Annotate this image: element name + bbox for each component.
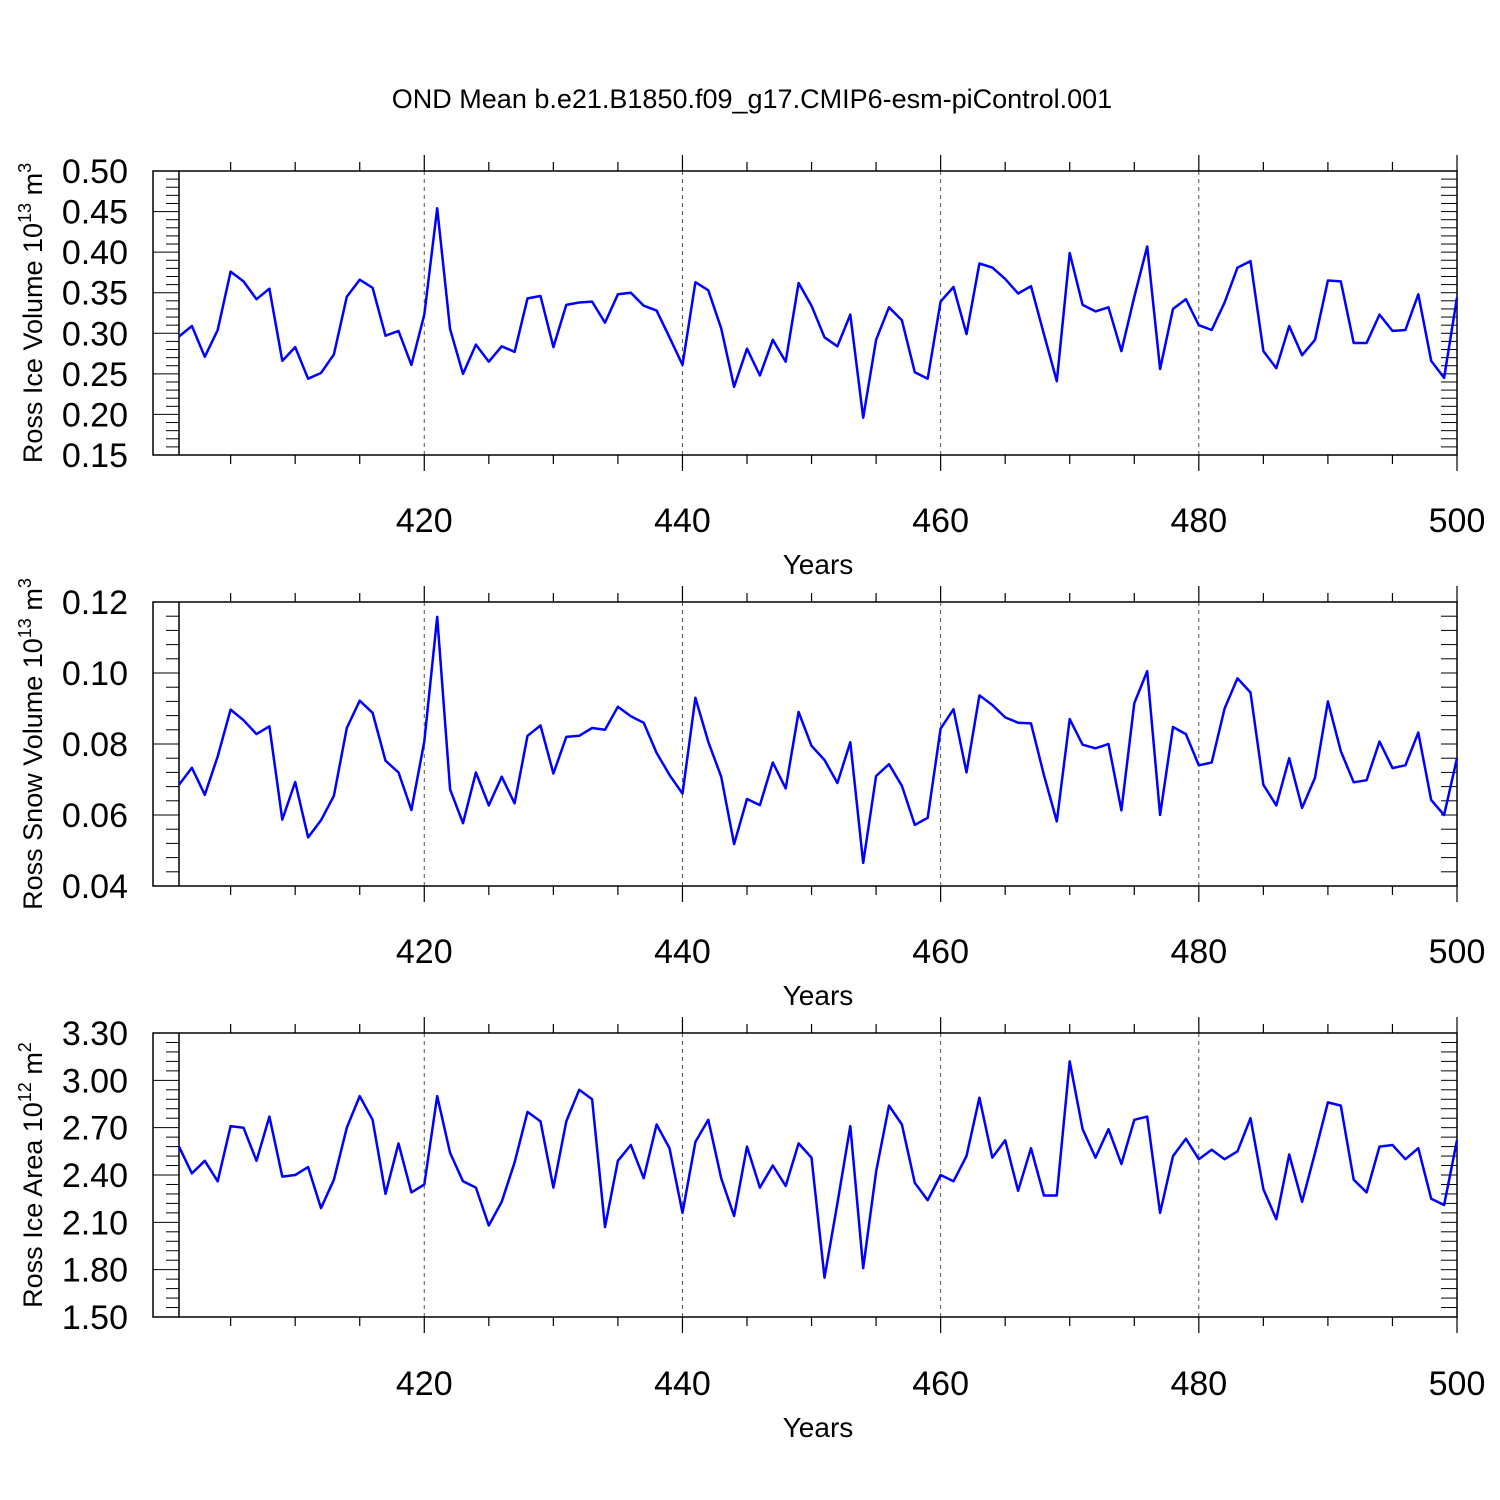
y-tick-label: 0.06 — [62, 797, 128, 835]
y-tick-label: 0.40 — [62, 234, 128, 272]
x-tick-label: 420 — [396, 1365, 453, 1403]
plot-frame — [152, 170, 1458, 456]
y-tick-label: 0.08 — [62, 726, 128, 764]
x-tick-label: 500 — [1429, 1365, 1486, 1403]
y-label-text: Ross Ice Volume 10 — [18, 223, 48, 463]
series-line — [178, 615, 1459, 865]
x-tick-label: 500 — [1429, 502, 1486, 540]
plot-frame — [152, 601, 1458, 887]
x-axis-label: Years — [783, 1412, 854, 1443]
y-label-unit: m — [18, 588, 48, 618]
y-tick-label: 2.40 — [62, 1157, 128, 1195]
series-line — [178, 207, 1459, 419]
y-tick-label: 0.20 — [62, 396, 128, 434]
x-tick-label: 440 — [654, 502, 711, 540]
x-tick-label: 500 — [1429, 933, 1486, 971]
y-tick-label: 0.30 — [62, 315, 128, 353]
y-label-text: Ross Ice Area 10 — [18, 1102, 48, 1308]
y-axis-label: Ross Snow Volume 1013 m3 — [15, 578, 48, 910]
y-tick-label: 2.70 — [62, 1110, 128, 1148]
series-line — [177, 1060, 1459, 1279]
y-label-exponent: 13 — [15, 618, 35, 638]
chart-panel-1: 0.150.200.250.300.350.400.450.50 420 440 46… — [15, 153, 1485, 580]
y-tick-label: 0.10 — [62, 655, 128, 693]
x-tick-label: 460 — [912, 933, 969, 971]
y-tick-label: 0.50 — [62, 153, 128, 191]
y-label-unit: m — [18, 173, 48, 203]
y-tick-label: 0.04 — [62, 868, 128, 906]
y-tick-label: 2.10 — [62, 1204, 128, 1242]
y-tick-label: 3.30 — [62, 1015, 128, 1053]
chart-panel-3: 1.50 1.80 2.10 2.40 2.70 3.00 3.30 420 440 460 480… — [15, 1015, 1485, 1443]
y-tick-label: 0.12 — [62, 584, 128, 622]
x-axis-label: Years — [783, 980, 854, 1011]
x-tick-label: 440 — [654, 933, 711, 971]
y-label-text: Ross Snow Volume 10 — [18, 638, 48, 910]
x-tick-label: 480 — [1170, 502, 1227, 540]
y-label-unit-exponent: 2 — [15, 1042, 35, 1052]
y-label-exponent: 13 — [15, 203, 35, 223]
y-tick-label: 0.45 — [62, 194, 128, 232]
y-axis-label: Ross Ice Area 1012 m2 — [15, 1042, 48, 1308]
chart-title: OND Mean b.e21.B1850.f09_g17.CMIP6-esm-p… — [392, 84, 1112, 114]
x-tick-label: 460 — [912, 502, 969, 540]
x-tick-label: 480 — [1170, 1365, 1227, 1403]
y-tick-label: 1.50 — [62, 1299, 128, 1337]
chart-panel-2: 0.04 0.06 0.08 0.10 0.12 420 440 460 480 500 Years… — [15, 578, 1485, 1011]
y-label-unit-exponent: 3 — [15, 578, 35, 588]
y-label-unit: m — [18, 1052, 48, 1082]
x-tick-label: 420 — [396, 502, 453, 540]
y-tick-label: 0.25 — [62, 356, 128, 394]
x-tick-label: 480 — [1170, 933, 1227, 971]
y-label-exponent: 12 — [15, 1082, 35, 1102]
y-tick-label: 3.00 — [62, 1062, 128, 1100]
x-tick-label: 440 — [654, 1365, 711, 1403]
y-label-unit-exponent: 3 — [15, 163, 35, 173]
x-tick-label: 420 — [396, 933, 453, 971]
x-axis-label: Years — [783, 549, 854, 580]
y-tick-label: 0.35 — [62, 275, 128, 313]
y-axis-label: Ross Ice Volume 1013 m3 — [15, 163, 48, 463]
y-tick-label: 0.15 — [62, 437, 128, 475]
x-tick-label: 460 — [912, 1365, 969, 1403]
y-tick-label: 1.80 — [62, 1252, 128, 1290]
